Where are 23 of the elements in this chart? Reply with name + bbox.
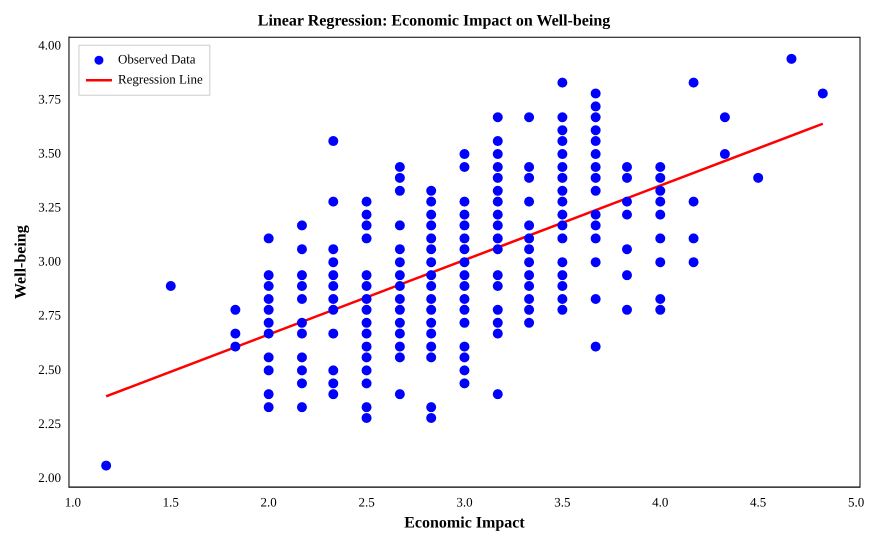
x-tick-label: 2.5 — [358, 494, 375, 510]
legend-label: Regression Line — [118, 72, 204, 87]
y-tick-label: 2.75 — [38, 308, 61, 323]
y-tick-label: 2.25 — [38, 416, 61, 431]
y-tick-label: 3.25 — [38, 200, 61, 215]
x-tick-label: 4.0 — [652, 494, 668, 510]
x-tick-label: 3.5 — [554, 494, 570, 510]
y-tick-label: 3.50 — [38, 145, 61, 160]
x-tick-label: 1.0 — [64, 494, 81, 510]
x-axis-title: Economic Impact — [404, 514, 526, 532]
x-tick-label: 2.0 — [260, 494, 277, 510]
y-axis-title: Well-being — [12, 225, 30, 300]
y-tick-label: 3.75 — [38, 91, 61, 106]
x-tick-label: 3.0 — [456, 494, 473, 510]
chart-title: Linear Regression: Economic Impact on Well-being — [258, 12, 610, 30]
x-tick-label: 5.0 — [848, 494, 864, 510]
y-tick-label: 2.00 — [38, 470, 61, 485]
y-tick-label: 4.00 — [38, 37, 61, 52]
y-tick-label: 3.00 — [38, 254, 61, 269]
x-tick-label: 4.5 — [750, 494, 766, 510]
y-tick-label: 2.50 — [38, 362, 61, 377]
legend-label: Observed Data — [118, 52, 196, 67]
x-tick-label: 1.5 — [162, 494, 179, 510]
